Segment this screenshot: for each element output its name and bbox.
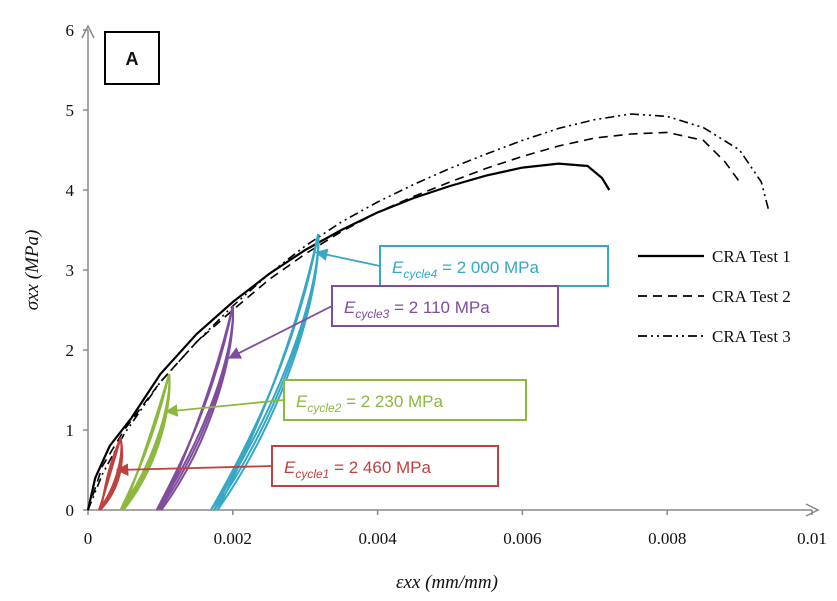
- annotation-symbol: E: [392, 258, 404, 277]
- annotation-text: Ecycle3 = 2 110 MPa: [344, 298, 490, 321]
- panel-label-box: A: [104, 31, 160, 85]
- annotation-subscript: cycle2: [307, 401, 341, 415]
- annotation-subscript: cycle3: [355, 307, 389, 321]
- annotation-box: [379, 245, 609, 287]
- annotation-arrow: [314, 248, 381, 267]
- x-axis-title: εxx (mm/mm): [396, 572, 498, 593]
- annotation-box: [331, 285, 559, 327]
- annotation-text: Ecycle1 = 2 460 MPa: [284, 458, 431, 481]
- legend-label-1: CRA Test 1: [712, 247, 791, 266]
- annotation-value: = 2 460 MPa: [329, 458, 431, 477]
- annotation-value: = 2 000 MPa: [437, 258, 539, 277]
- x-tick-group: 0 0.002 0.004 0.006 0.008 0.01: [84, 510, 827, 548]
- y-tick-label: 3: [66, 261, 75, 280]
- series-line-1: [86, 162, 611, 511]
- modulus-annotation-1: Ecycle4 = 2 000 MPa: [314, 245, 609, 287]
- y-tick-label: 6: [66, 21, 75, 40]
- y-tick-label: 2: [66, 341, 75, 360]
- x-tick-label: 0: [84, 529, 93, 548]
- modulus-annotation-3: Ecycle2 = 2 230 MPa: [164, 379, 527, 421]
- annotation-arrow: [115, 463, 273, 477]
- annotation-value: = 2 110 MPa: [389, 298, 490, 317]
- y-axis-title: σxx (MPa): [22, 230, 43, 311]
- x-tick-label: 0.01: [797, 529, 827, 548]
- modulus-annotation-4: Ecycle1 = 2 460 MPa: [115, 445, 499, 487]
- modulus-annotation-2: Ecycle3 = 2 110 MPa: [228, 285, 559, 359]
- cycle-loop-4: [210, 233, 320, 511]
- annotation-symbol: E: [296, 392, 308, 411]
- cycle-loop-2: [119, 373, 171, 511]
- y-tick-label: 4: [66, 181, 75, 200]
- cycle-loop-path: [99, 437, 124, 511]
- legend-label-2: CRA Test 2: [712, 287, 791, 306]
- x-tick-label: 0.002: [214, 529, 252, 548]
- annotation-box: [271, 445, 499, 487]
- annotation-text: Ecycle2 = 2 230 MPa: [296, 392, 443, 415]
- cycle-loop-path: [216, 233, 320, 511]
- panel-label: A: [126, 49, 139, 69]
- annotation-arrow: [228, 305, 333, 359]
- y-tick-label: 5: [66, 101, 75, 120]
- plot-area: 0 1 2 3 4 5 6 0 0.002 0.004 0.006 0.008 0.01 Ecycle…: [66, 21, 827, 548]
- annotation-value: = 2 230 MPa: [341, 392, 443, 411]
- annotation-box: [283, 379, 527, 421]
- legend-label-3: CRA Test 3: [712, 327, 791, 346]
- y-tick-group: 0 1 2 3 4 5 6: [66, 21, 88, 520]
- x-tick-label: 0.006: [503, 529, 541, 548]
- series-line-3: [87, 113, 770, 511]
- annotation-subscript: cycle1: [295, 467, 329, 481]
- x-tick-label: 0.008: [648, 529, 686, 548]
- x-axis-arrow-icon: [805, 503, 820, 517]
- annotation-symbol: E: [284, 458, 296, 477]
- annotation-symbol: E: [344, 298, 356, 317]
- x-tick-label: 0.004: [358, 529, 397, 548]
- y-tick-label: 1: [66, 421, 75, 440]
- annotation-arrow: [164, 399, 285, 417]
- cycle-loop-1: [97, 437, 124, 511]
- legend: CRA Test 1 CRA Test 2 CRA Test 3: [638, 247, 791, 346]
- series-line-2: [87, 131, 741, 511]
- series-layer: [86, 113, 770, 511]
- annotation-text: Ecycle4 = 2 000 MPa: [392, 258, 539, 281]
- y-axis-arrow-icon: [81, 24, 95, 39]
- y-tick-label: 0: [66, 501, 75, 520]
- annotation-subscript: cycle4: [403, 267, 437, 281]
